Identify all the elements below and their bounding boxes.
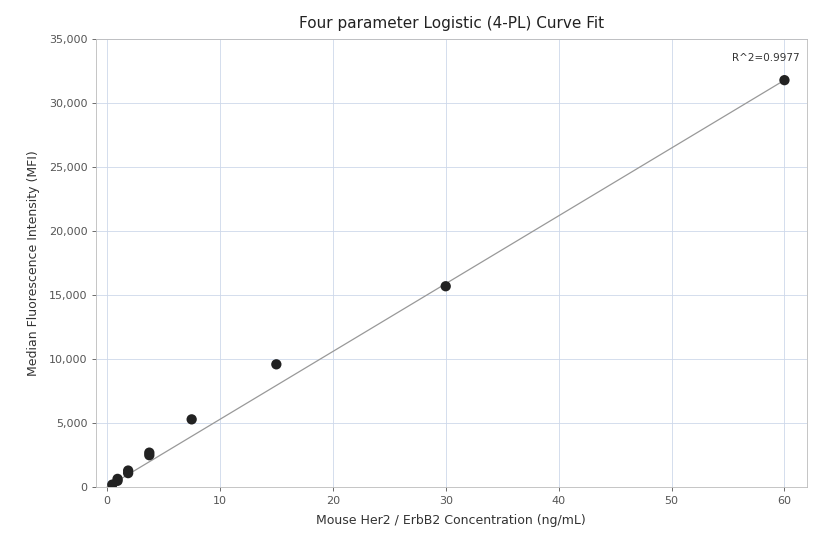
Text: R^2=0.9977: R^2=0.9977 — [731, 53, 800, 63]
Point — [185, 415, 198, 424]
Point — [142, 448, 156, 457]
Point — [142, 451, 156, 460]
Point — [111, 477, 124, 486]
Point — [778, 76, 791, 85]
X-axis label: Mouse Her2 / ErbB2 Concentration (ng/mL): Mouse Her2 / ErbB2 Concentration (ng/mL) — [316, 514, 587, 527]
Title: Four parameter Logistic (4-PL) Curve Fit: Four parameter Logistic (4-PL) Curve Fit — [299, 16, 604, 31]
Point — [106, 480, 119, 489]
Point — [439, 282, 453, 291]
Point — [121, 469, 135, 478]
Point — [270, 360, 283, 369]
Y-axis label: Median Fluorescence Intensity (MFI): Median Fluorescence Intensity (MFI) — [27, 150, 41, 376]
Point — [111, 474, 124, 483]
Point — [121, 466, 135, 475]
